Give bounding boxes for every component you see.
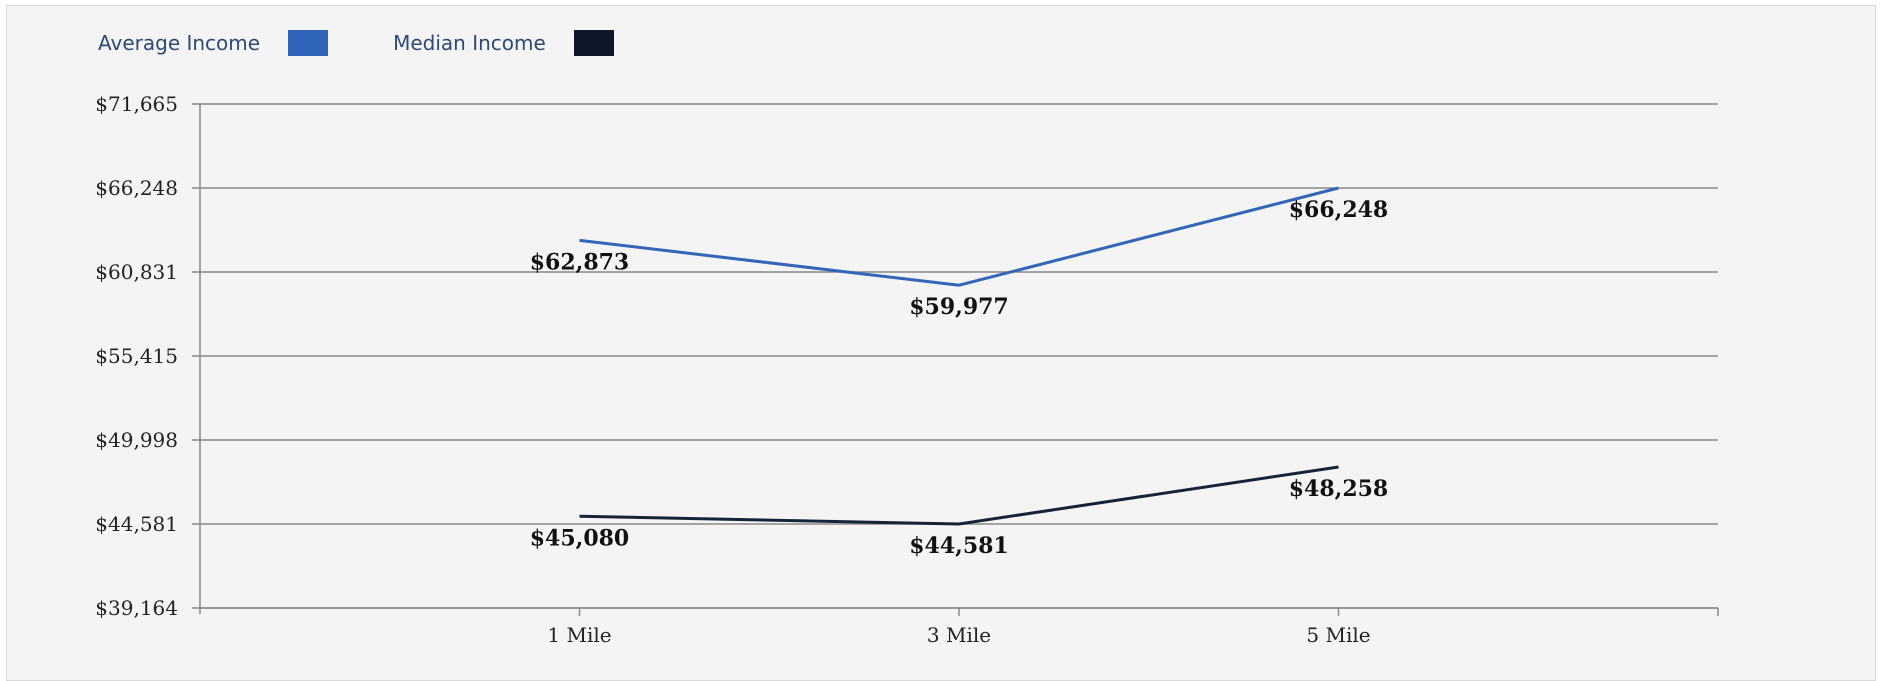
y-tick-label: $39,164: [95, 596, 178, 620]
data-label: $45,080: [530, 525, 630, 551]
legend-label-average-income: Average Income: [98, 31, 261, 55]
y-tick-label: $49,998: [95, 428, 178, 452]
legend-swatch-average-income: [288, 30, 329, 56]
data-label: $44,581: [909, 533, 1009, 559]
y-tick-label: $71,665: [95, 92, 178, 116]
x-tick-label: 1 Mile: [547, 623, 611, 647]
data-label: $48,258: [1289, 476, 1389, 502]
legend-swatch-median-income: [573, 30, 614, 56]
legend: Average Income Median Income: [98, 30, 679, 56]
y-tick-label: $44,581: [95, 512, 178, 536]
data-label: $62,873: [530, 249, 630, 275]
y-tick-label: $60,831: [95, 260, 178, 284]
legend-item-average-income[interactable]: Average Income: [98, 30, 329, 56]
chart-panel: [6, 5, 1876, 681]
series-line-median-income: [579, 465, 1339, 526]
y-tick-label: $55,415: [95, 344, 178, 368]
series-line-average-income: [579, 186, 1339, 287]
legend-item-median-income[interactable]: Median Income: [393, 30, 614, 56]
data-label: $59,977: [909, 294, 1009, 320]
x-tick-label: 5 Mile: [1306, 623, 1370, 647]
data-label: $66,248: [1289, 197, 1389, 223]
legend-label-median-income: Median Income: [393, 31, 546, 55]
y-tick-label: $66,248: [95, 176, 178, 200]
x-tick-label: 3 Mile: [927, 623, 991, 647]
